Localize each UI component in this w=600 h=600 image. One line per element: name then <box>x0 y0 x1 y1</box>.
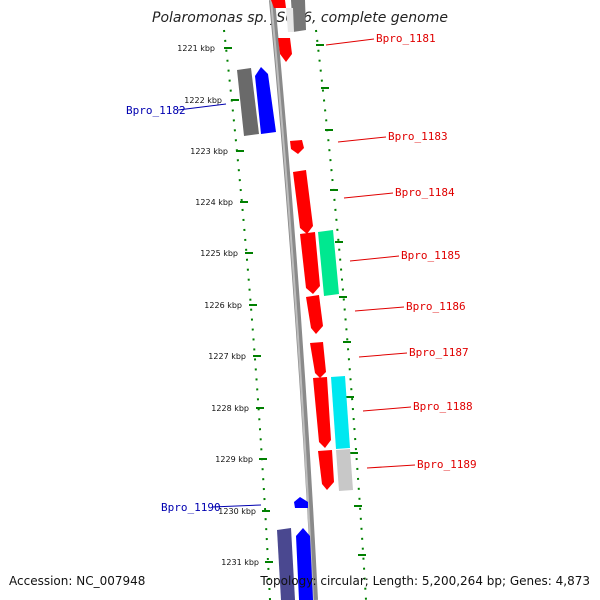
genome-backbone <box>269 0 318 600</box>
gene-label-bpro-1181: Bpro_1181 <box>376 32 436 45</box>
tick-label: 1224 kbp <box>195 198 233 207</box>
tick-label: 1223 kbp <box>190 147 228 156</box>
accession-text: Accession: NC_007948 <box>9 574 146 588</box>
gene-bpro-1190 <box>294 497 308 508</box>
inner-tick-marks <box>224 47 273 563</box>
tick-label: 1231 kbp <box>221 558 259 567</box>
gene-bottom-navy <box>277 528 295 600</box>
gene-labels: Bpro_1181 Bpro_1182 Bpro_1183 Bpro_1184 … <box>126 32 477 514</box>
tick-label: 1225 kbp <box>200 249 238 258</box>
gene-label-bpro-1184: Bpro_1184 <box>395 186 455 199</box>
tick-label: 1227 kbp <box>208 352 246 361</box>
tick-label: 1222 kbp <box>184 96 222 105</box>
gene-label-bpro-1189: Bpro_1189 <box>417 458 477 471</box>
gene-bpro-1189-red <box>318 450 334 490</box>
gene-bpro-1188-red <box>313 377 331 448</box>
gene-bpro-1182-grey <box>237 68 259 136</box>
gene-label-bpro-1182: Bpro_1182 <box>126 104 186 117</box>
tick-label: 1226 kbp <box>204 301 242 310</box>
leader-bpro-1185 <box>349 255 400 262</box>
gene-label-bpro-1187: Bpro_1187 <box>409 346 469 359</box>
genes <box>237 0 353 600</box>
tick-label: 1221 kbp <box>177 44 215 53</box>
gene-bpro-1181-top <box>271 0 286 8</box>
gene-label-bpro-1185: Bpro_1185 <box>401 249 461 262</box>
leader-bpro-1182 <box>177 103 227 111</box>
gene-bpro-1183 <box>290 140 304 154</box>
leader-bpro-1181 <box>325 38 375 46</box>
leader-bpro-1189 <box>366 464 416 469</box>
gene-bpro-1184 <box>293 170 313 234</box>
label-leaders <box>177 38 416 508</box>
leader-bpro-1184 <box>343 192 394 199</box>
gene-bpro-1189 <box>336 449 353 491</box>
gene-bpro-1185 <box>318 230 339 296</box>
tick-label: 1230 kbp <box>218 507 256 516</box>
leader-bpro-1188 <box>362 406 412 412</box>
gene-bpro-1186 <box>306 295 323 334</box>
leader-bpro-1183 <box>337 136 387 143</box>
leader-bpro-1186 <box>354 306 405 312</box>
gene-label-bpro-1190: Bpro_1190 <box>161 501 221 514</box>
tick-label: 1228 kbp <box>211 404 249 413</box>
gene-label-bpro-1183: Bpro_1183 <box>388 130 448 143</box>
genome-backbone-highlight <box>270 0 314 600</box>
topology-text: Topology: circular; Length: 5,200,264 bp… <box>260 574 590 588</box>
gene-bpro-1188 <box>331 376 350 449</box>
outer-tick-marks <box>316 44 366 556</box>
outer-scale-line <box>315 29 367 600</box>
tick-label: 1229 kbp <box>215 455 253 464</box>
leader-bpro-1190 <box>211 504 262 508</box>
gene-label-bpro-1188: Bpro_1188 <box>413 400 473 413</box>
gene-bpro-1181 <box>278 38 292 62</box>
gene-bpro-1187 <box>310 342 326 378</box>
gene-bpro-1181-top-lightgrey <box>286 8 294 32</box>
gene-bpro-1181-top-grey <box>291 0 306 32</box>
gene-bottom-blue <box>296 528 313 600</box>
leader-bpro-1187 <box>358 352 408 358</box>
tick-labels: 1221 kbp 1222 kbp 1223 kbp 1224 kbp 1225… <box>177 44 259 567</box>
gene-label-bpro-1186: Bpro_1186 <box>406 300 466 313</box>
gene-bpro-1182 <box>255 67 276 134</box>
gene-bpro-1185-red <box>300 232 320 294</box>
